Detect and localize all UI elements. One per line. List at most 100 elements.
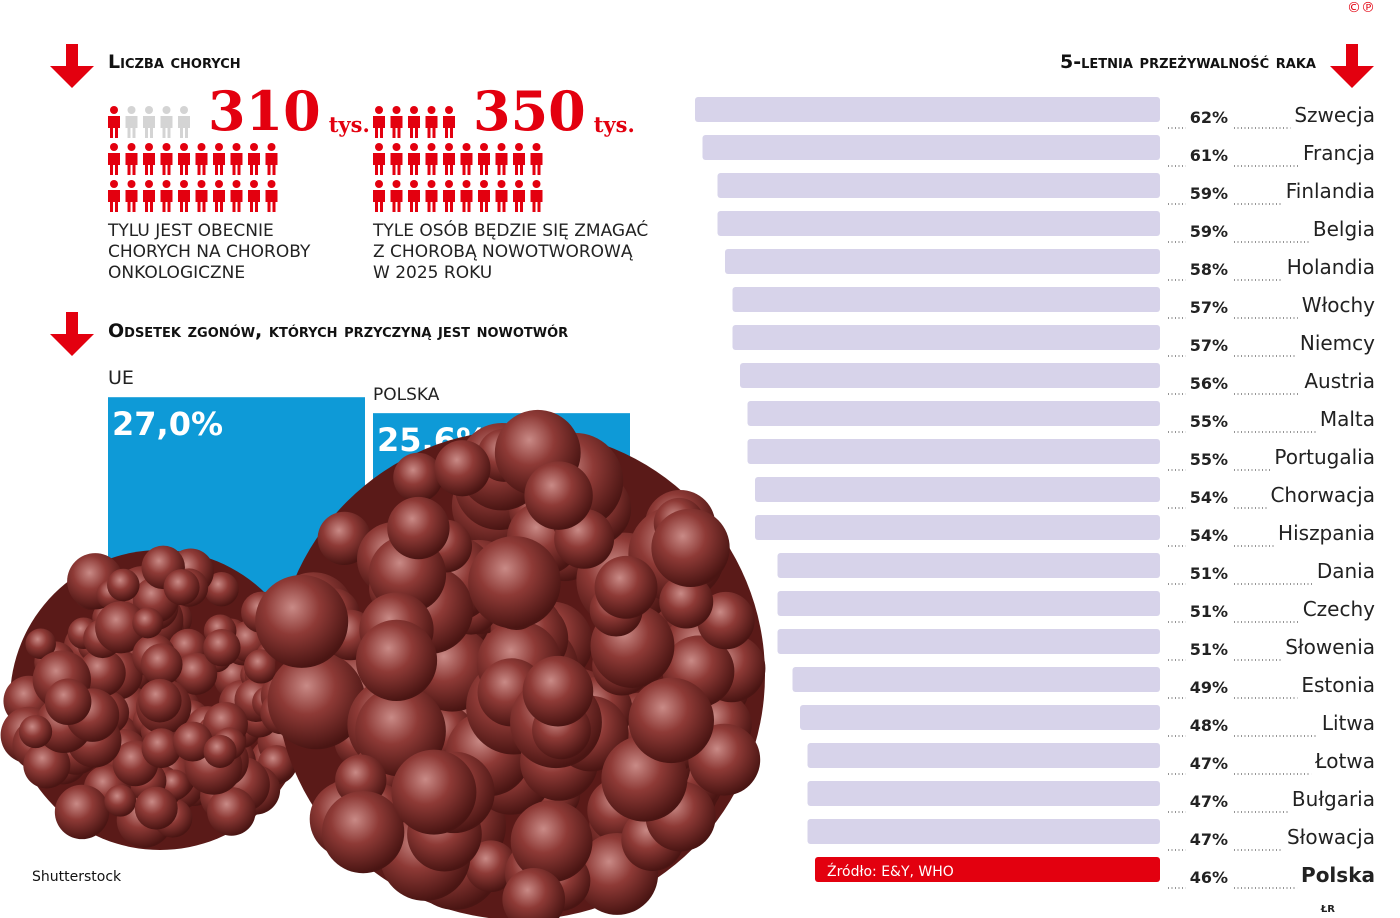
bar xyxy=(695,97,1160,122)
tumor-bump xyxy=(23,741,71,789)
person-icon xyxy=(392,106,401,114)
bar xyxy=(807,781,1160,806)
value-label: 59% xyxy=(1190,184,1228,203)
person-icon xyxy=(425,116,438,138)
person-icon xyxy=(410,180,418,188)
person-icon xyxy=(143,116,155,138)
caption: ONKOLOGICZNE xyxy=(108,263,245,283)
bar xyxy=(755,477,1160,502)
value-label: 54% xyxy=(1190,488,1228,507)
person-icon xyxy=(375,106,383,114)
unit-label: tys. xyxy=(329,112,370,137)
chart-title: Odsetek zgonów, których przyczyną jest n… xyxy=(108,320,568,342)
person-icon xyxy=(373,116,385,138)
person-icon xyxy=(213,190,225,212)
person-icon xyxy=(178,153,190,175)
category-label: Chorwacja xyxy=(1270,483,1375,507)
person-icon xyxy=(267,143,276,151)
category-label: UE xyxy=(108,367,134,389)
person-icon xyxy=(108,153,120,175)
category-label: Finlandia xyxy=(1286,179,1375,203)
person-icon xyxy=(180,180,188,188)
person-icon xyxy=(443,153,455,175)
bar xyxy=(702,135,1160,160)
value-label: 57% xyxy=(1190,298,1228,317)
person-icon xyxy=(425,190,438,212)
tumor-bump xyxy=(54,784,110,840)
person-icon xyxy=(143,153,155,175)
person-icon xyxy=(180,143,188,151)
tumor-bump xyxy=(172,721,213,762)
value-label: 27,0% xyxy=(112,405,223,443)
value-label: 54% xyxy=(1190,526,1228,545)
tumor-bump xyxy=(207,787,256,836)
author: ŁR xyxy=(1320,904,1335,915)
caption: TYLE OSÓB BĘDZIE SIĘ ZMAGAĆ xyxy=(372,219,648,241)
tumor-bump xyxy=(391,749,477,835)
value-label: 47% xyxy=(1190,830,1228,849)
person-icon xyxy=(215,143,223,151)
value-label: 61% xyxy=(1190,146,1228,165)
person-icon xyxy=(495,153,508,175)
category-label: Hiszpania xyxy=(1278,521,1375,545)
tumor-bump xyxy=(628,677,715,764)
bar xyxy=(807,819,1160,844)
tumor-bump xyxy=(510,800,593,883)
person-icon xyxy=(425,153,438,175)
tumor-bump xyxy=(434,440,491,497)
person-icon xyxy=(375,143,383,151)
tumor-bump xyxy=(140,643,183,686)
tumor-bump xyxy=(502,868,566,918)
person-icon xyxy=(408,153,420,175)
tumor-bump xyxy=(387,496,450,560)
person-icon xyxy=(460,190,473,212)
person-icon xyxy=(125,190,138,212)
category-label: Polska xyxy=(1301,863,1375,887)
bar xyxy=(755,515,1160,540)
tumor-bump xyxy=(25,628,56,660)
logo: ©℗ xyxy=(1347,0,1375,16)
person-icon xyxy=(197,143,206,151)
tumor-bump xyxy=(468,536,561,629)
person-icon xyxy=(178,190,190,212)
person-icon xyxy=(127,106,136,114)
person-icon xyxy=(162,143,171,151)
person-icon xyxy=(375,180,383,188)
category-label: Włochy xyxy=(1302,293,1375,317)
person-icon xyxy=(110,143,118,151)
person-icon xyxy=(373,153,385,175)
arrow-icon xyxy=(1330,44,1374,88)
person-icon xyxy=(390,190,403,212)
value-label: 55% xyxy=(1190,450,1228,469)
person-icon xyxy=(408,116,420,138)
tumor-bump xyxy=(138,678,182,723)
person-icon xyxy=(462,180,471,188)
person-icon xyxy=(390,153,403,175)
person-icon xyxy=(392,180,401,188)
tumor-bump xyxy=(267,651,366,750)
tumor-bump xyxy=(355,619,438,701)
chart-title: 5-letnia przeżywalność raka xyxy=(1060,51,1316,73)
value-label: 57% xyxy=(1190,336,1228,355)
bar xyxy=(777,553,1160,578)
bar xyxy=(740,363,1160,388)
tumor-bump xyxy=(522,655,594,727)
category-label: Niemcy xyxy=(1300,331,1375,355)
tumor-bump xyxy=(659,574,714,629)
person-icon xyxy=(530,153,543,175)
source: Źródło: E&Y, WHO xyxy=(827,862,954,880)
value-label: 62% xyxy=(1190,108,1228,127)
bar xyxy=(815,857,1160,882)
person-icon xyxy=(110,106,118,114)
person-icon xyxy=(250,143,258,151)
person-icon xyxy=(480,180,488,188)
bar xyxy=(747,401,1160,426)
tumor-bump xyxy=(175,652,218,695)
bar xyxy=(792,667,1160,692)
person-icon xyxy=(462,143,471,151)
bar xyxy=(725,249,1160,274)
image-credit: Shutterstock xyxy=(32,869,122,885)
category-label: Litwa xyxy=(1322,711,1375,735)
person-icon xyxy=(513,190,525,212)
